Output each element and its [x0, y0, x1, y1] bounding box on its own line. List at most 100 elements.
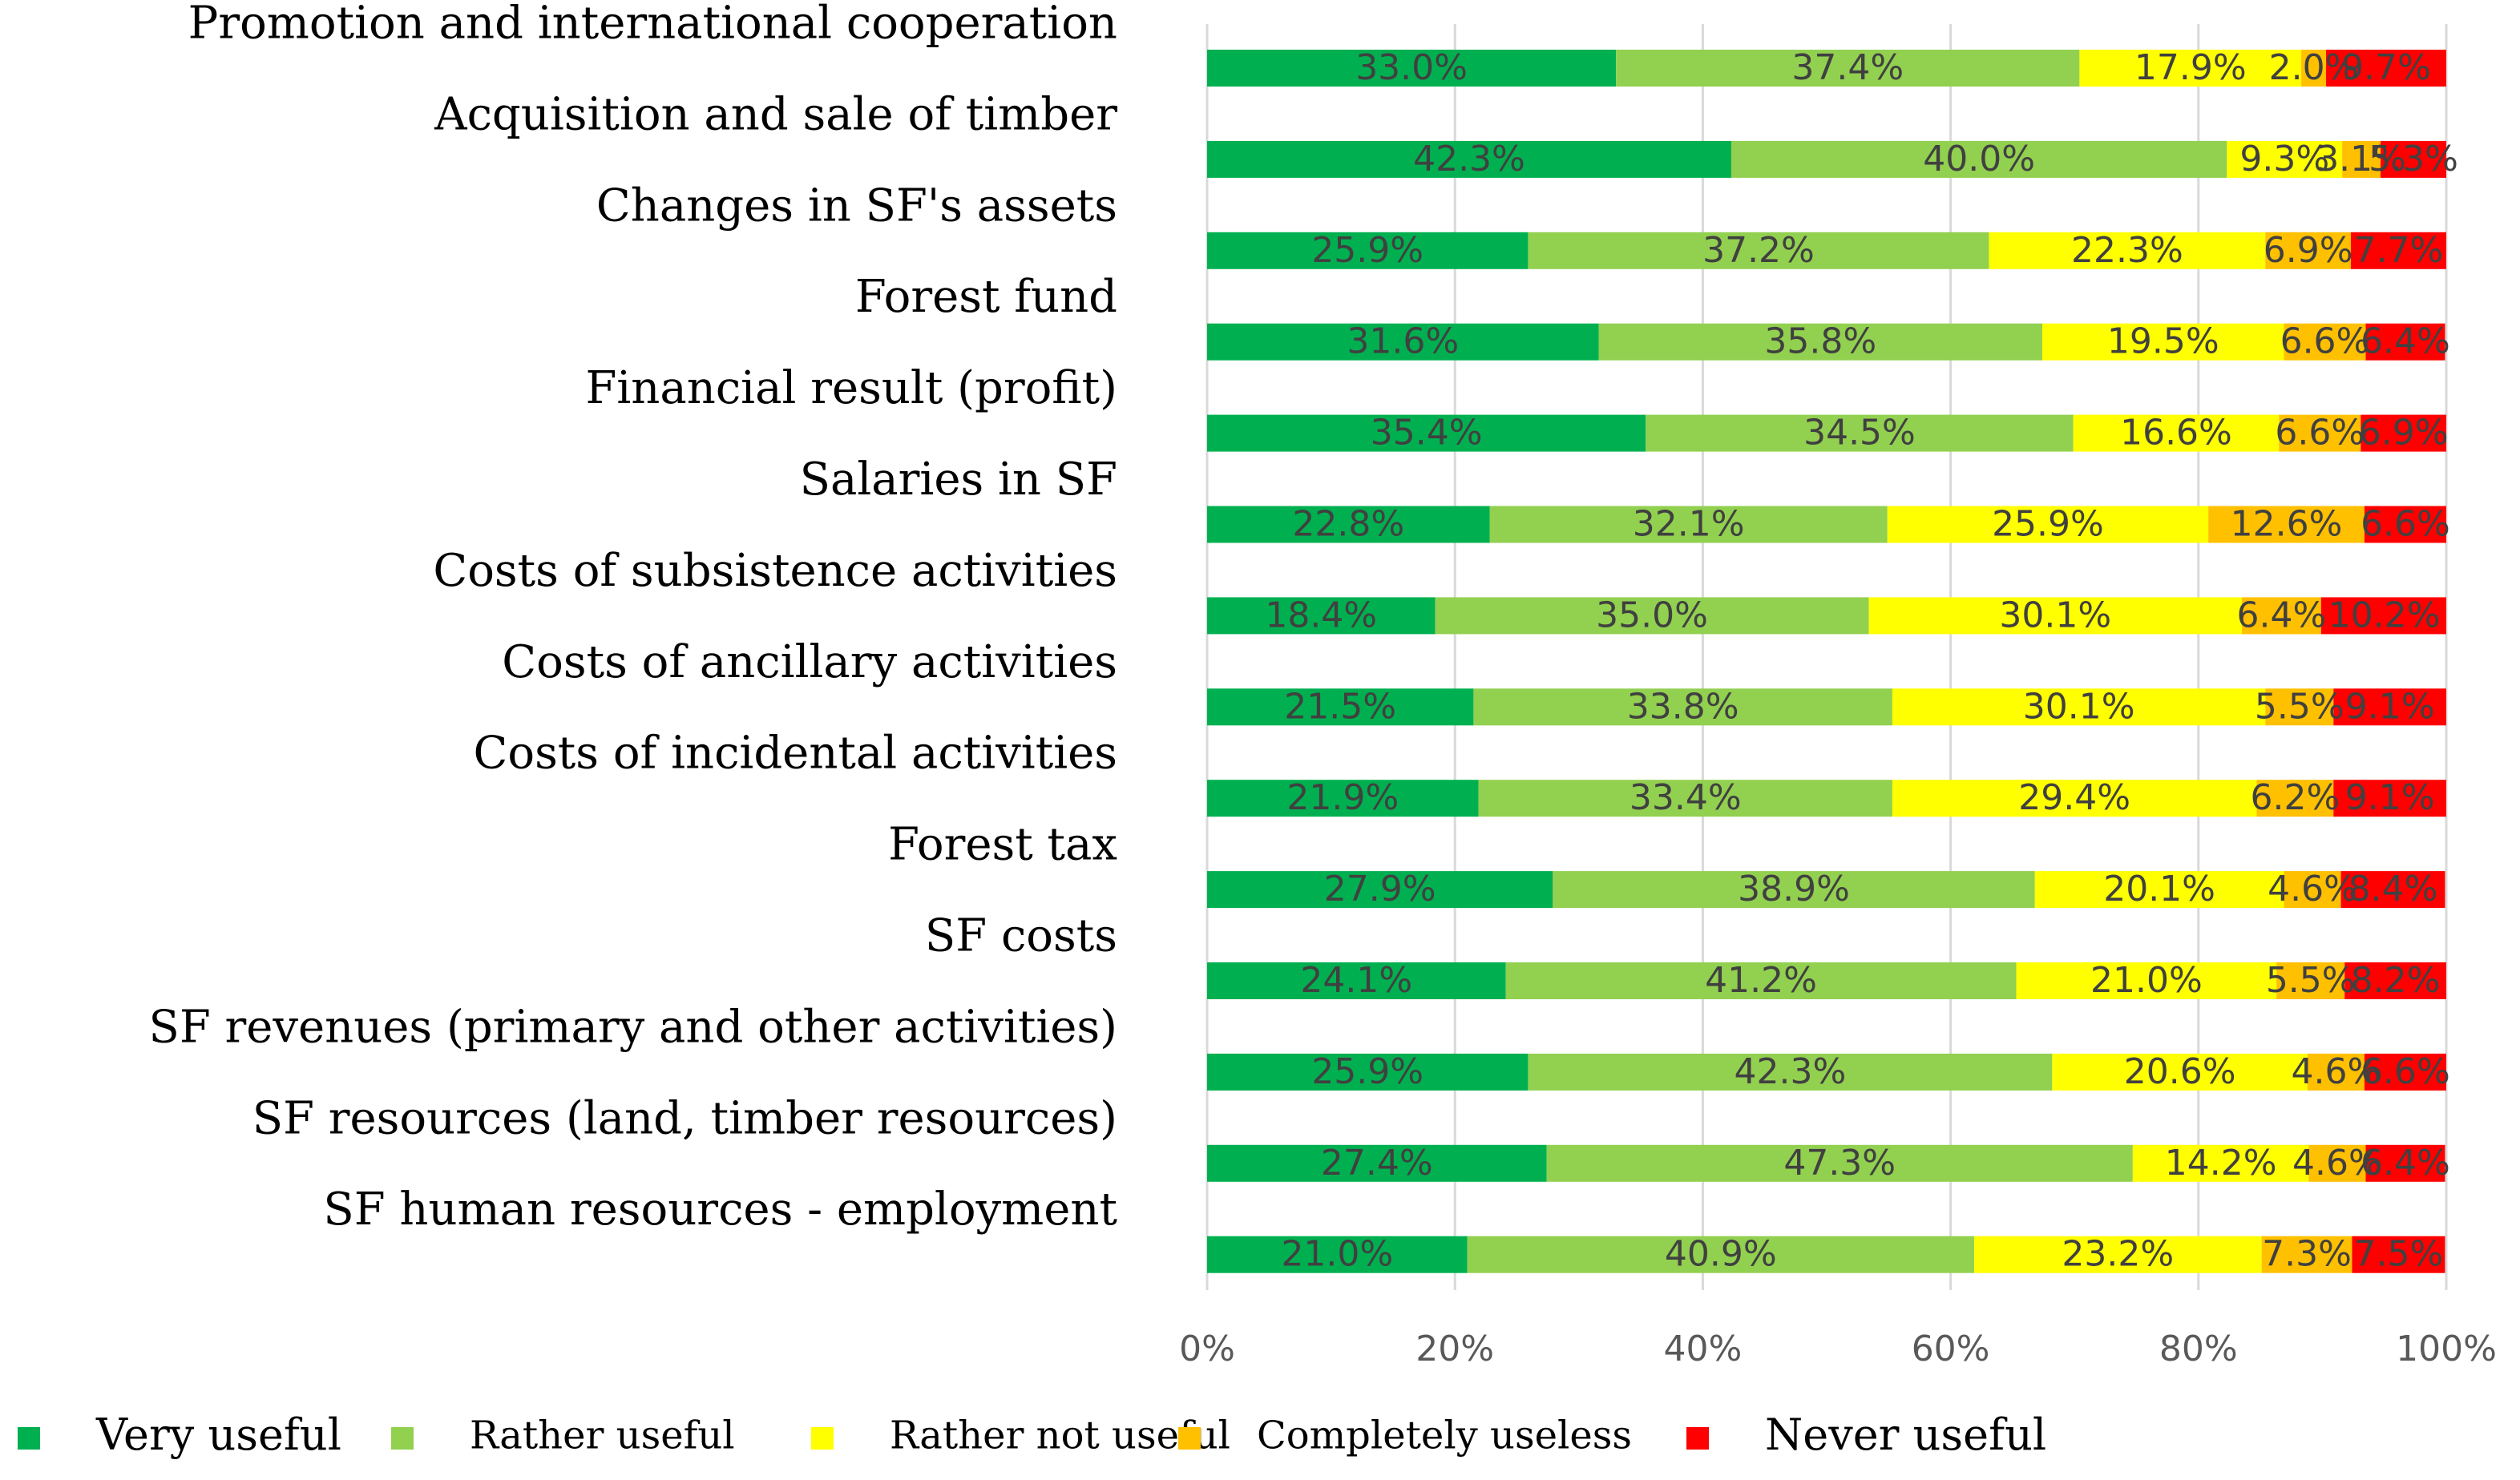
data-label: 41.2%	[1705, 960, 1817, 1001]
data-label: 21.0%	[2090, 960, 2203, 1001]
bar-segment	[2042, 323, 2284, 361]
x-tick-label: 100%	[2396, 1329, 2497, 1369]
data-label: 23.2%	[2062, 1234, 2174, 1275]
category-label: SF revenues (primary and other activitie…	[148, 1001, 1117, 1053]
data-label: 37.4%	[1791, 47, 1904, 88]
legend-swatch	[1178, 1427, 1201, 1450]
bar-segment	[1207, 688, 1474, 726]
data-label: 9.1%	[2345, 777, 2435, 818]
x-tick-label: 60%	[1912, 1329, 1990, 1369]
data-label: 6.2%	[2250, 777, 2340, 818]
bar-segment	[1435, 597, 1869, 635]
data-label: 6.4%	[2236, 595, 2326, 635]
data-label: 40.0%	[1923, 139, 2035, 179]
bar-segment	[2308, 1144, 2366, 1182]
bar-segment	[1207, 50, 1617, 87]
data-label: 35.0%	[1596, 595, 1708, 635]
data-label: 8.2%	[2351, 960, 2441, 1001]
data-label: 33.4%	[1630, 777, 1742, 818]
bar-segment	[1730, 140, 2227, 178]
data-label: 37.2%	[1702, 230, 1815, 271]
x-tick-label: 40%	[1664, 1329, 1743, 1369]
bars: 33.0% 37.4% 17.9% 2.0%9.7% 42.3% 40.0% 9.3%3.1…	[1207, 47, 2458, 1275]
data-label: 3.1%	[2316, 139, 2406, 179]
bar-segment	[1207, 323, 1599, 361]
bar-segment	[1887, 506, 2209, 543]
data-label: 21.5%	[1284, 686, 1396, 727]
data-label: 6.6%	[2360, 504, 2450, 545]
bar-segment	[1892, 780, 2257, 817]
bar-segment	[1207, 962, 1506, 999]
data-label: 5.3%	[2369, 139, 2458, 179]
bar-segment	[2265, 232, 2351, 269]
data-label: 17.9%	[2134, 47, 2247, 88]
data-label: 9.7%	[2341, 47, 2431, 88]
legend-label: Very useful	[95, 1409, 341, 1460]
bar-segment	[2352, 1236, 2445, 1273]
x-axis-ticks: 0% 20% 40% 60% 80% 100%	[1179, 1329, 2497, 1369]
data-label: 6.4%	[2360, 321, 2450, 362]
data-label: 6.9%	[2264, 230, 2353, 271]
data-label: 4.6%	[2292, 1143, 2382, 1184]
data-label: 30.1%	[2023, 686, 2135, 727]
bar-segment	[2340, 871, 2445, 909]
bar-segment	[2326, 50, 2446, 87]
data-label: 22.8%	[1292, 504, 1404, 545]
category-labels: Promotion and international cooperation A…	[148, 0, 1117, 1236]
bar-segment	[1207, 1053, 1529, 1091]
bar-segment	[1207, 597, 1436, 635]
bar-segment	[2132, 1144, 2309, 1182]
legend: Very useful Rather useful Rather not usefu…	[18, 1409, 2046, 1460]
category-label: Costs of ancillary activities	[502, 636, 1117, 688]
data-label: 12.6%	[2231, 504, 2343, 545]
category-label: Promotion and international cooperation	[188, 0, 1117, 50]
bar-segment	[2381, 140, 2446, 178]
category-label: Acquisition and sale of timber	[434, 88, 1117, 140]
bar-segment	[2279, 414, 2361, 452]
bar-segment	[1528, 232, 1989, 269]
data-label: 18.4%	[1265, 595, 1377, 635]
category-label: Forest tax	[888, 819, 1117, 871]
data-label: 9.1%	[2345, 686, 2435, 727]
data-label: 25.9%	[1311, 230, 1424, 271]
data-label: 7.5%	[2354, 1234, 2444, 1275]
bar-segment	[2364, 506, 2446, 543]
data-label: 22.3%	[2071, 230, 2183, 271]
x-tick-label: 20%	[1415, 1329, 1494, 1369]
data-label: 24.1%	[1300, 960, 1412, 1001]
bar-segment	[2350, 232, 2446, 269]
legend-label: Rather not useful	[890, 1413, 1230, 1458]
legend-swatch	[811, 1427, 834, 1450]
bar-segment	[2320, 597, 2446, 635]
bar-segment	[1646, 414, 2074, 452]
data-label: 5.5%	[2255, 686, 2344, 727]
data-label: 21.9%	[1286, 777, 1399, 818]
data-label: 6.6%	[2280, 321, 2370, 362]
legend-label: Completely useless	[1257, 1413, 1632, 1458]
data-label: 16.6%	[2120, 413, 2232, 454]
bar-segment	[2079, 50, 2302, 87]
data-label: 14.2%	[2165, 1143, 2277, 1184]
bar-segment	[1207, 414, 1646, 452]
bar-segment	[2241, 597, 2321, 635]
bar-segment	[2265, 688, 2334, 726]
bar-segment	[1207, 871, 1553, 909]
bar-segment	[2052, 1053, 2308, 1091]
bar-segment	[1868, 597, 2242, 635]
data-label: 27.9%	[1324, 869, 1436, 909]
bar-segment	[1478, 780, 1892, 817]
bar-segment	[1207, 506, 1490, 543]
data-label: 42.3%	[1413, 139, 1525, 179]
bar-segment	[1207, 1236, 1468, 1273]
bar-segment	[2333, 780, 2446, 817]
data-label: 33.0%	[1355, 47, 1468, 88]
data-label: 6.9%	[2359, 413, 2449, 454]
data-label: 32.1%	[1633, 504, 1745, 545]
bar-segment	[2342, 140, 2381, 178]
bar-segment	[2284, 871, 2341, 909]
x-tick-label: 0%	[1179, 1329, 1235, 1369]
category-label: SF human resources - employment	[323, 1184, 1117, 1236]
bar-segment	[2365, 1144, 2445, 1182]
data-label: 7.7%	[2354, 230, 2444, 271]
